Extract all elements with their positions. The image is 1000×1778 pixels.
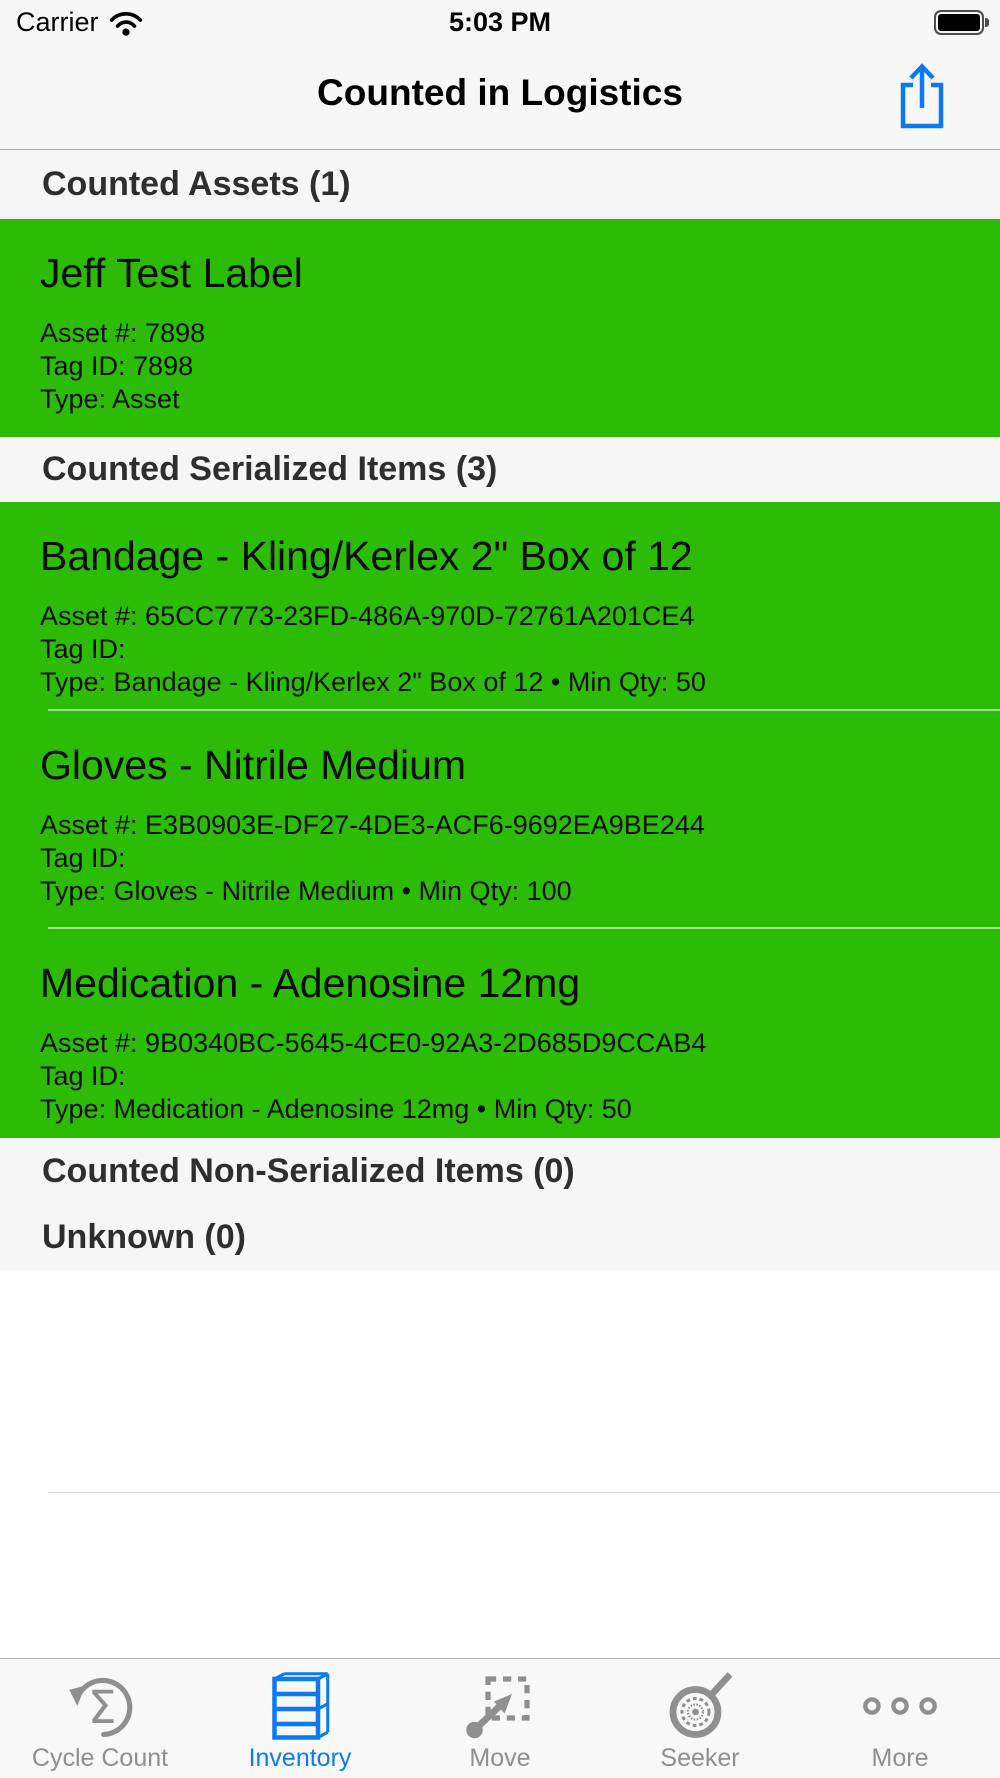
item-title: Jeff Test Label bbox=[40, 250, 303, 296]
tab-cycle-count[interactable]: Σ Cycle Count bbox=[0, 1659, 200, 1778]
tab-label: Cycle Count bbox=[31, 1744, 169, 1772]
top-chrome: Carrier 5:03 PM Counted in Logistics bbox=[0, 0, 1000, 150]
table-row[interactable]: Medication - Adenosine 12mg Asset #: 9B0… bbox=[0, 929, 1000, 1138]
row-separator bbox=[48, 1492, 1000, 1493]
carrier-label: Carrier bbox=[16, 6, 99, 37]
item-title: Gloves - Nitrile Medium bbox=[40, 742, 467, 788]
section-header-counted-serialized: Counted Serialized Items (3) bbox=[0, 437, 1000, 502]
row-separator bbox=[48, 927, 1000, 929]
wifi-icon bbox=[108, 9, 144, 36]
item-tag-id: Tag ID: bbox=[40, 634, 126, 664]
tab-label: Seeker bbox=[660, 1744, 740, 1772]
item-asset-number: Asset #: E3B0903E-DF27-4DE3-ACF6-9692EA9… bbox=[40, 810, 705, 840]
row-separator bbox=[48, 709, 1000, 711]
item-type: Type: Bandage - Kling/Kerlex 2" Box of 1… bbox=[40, 667, 706, 697]
item-type: Type: Asset bbox=[40, 384, 180, 414]
inventory-icon bbox=[264, 1667, 336, 1745]
navigation-bar: Counted in Logistics bbox=[0, 44, 1000, 150]
cycle-count-icon: Σ bbox=[62, 1667, 138, 1745]
status-bar: Carrier 5:03 PM bbox=[0, 0, 1000, 44]
svg-text:Σ: Σ bbox=[88, 1681, 117, 1734]
tab-bar: Σ Cycle Count Inventory bbox=[0, 1658, 1000, 1778]
tab-move[interactable]: Move bbox=[400, 1659, 600, 1778]
tab-inventory[interactable]: Inventory bbox=[200, 1659, 400, 1778]
table-row[interactable]: Jeff Test Label Asset #: 7898 Tag ID: 78… bbox=[0, 219, 1000, 437]
table-row[interactable]: Gloves - Nitrile Medium Asset #: E3B0903… bbox=[0, 711, 1000, 929]
clock: 5:03 PM bbox=[448, 6, 552, 37]
item-tag-id: Tag ID: bbox=[40, 843, 126, 873]
tab-more[interactable]: More bbox=[800, 1659, 1000, 1778]
tab-seeker[interactable]: Seeker bbox=[600, 1659, 800, 1778]
tab-label: Move bbox=[469, 1744, 531, 1772]
item-asset-number: Asset #: 7898 bbox=[40, 318, 206, 348]
item-title: Bandage - Kling/Kerlex 2" Box of 12 bbox=[40, 533, 693, 579]
seeker-icon bbox=[664, 1667, 736, 1745]
page-title: Counted in Logistics bbox=[317, 72, 683, 113]
section-header-unknown: Unknown (0) bbox=[0, 1204, 1000, 1270]
item-type: Type: Medication - Adenosine 12mg • Min … bbox=[40, 1094, 632, 1124]
item-asset-number: Asset #: 65CC7773-23FD-486A-970D-72761A2… bbox=[40, 601, 695, 631]
section-header-counted-non-serialized: Counted Non-Serialized Items (0) bbox=[0, 1138, 1000, 1204]
share-icon bbox=[896, 61, 958, 133]
move-icon bbox=[464, 1667, 536, 1745]
item-title: Medication - Adenosine 12mg bbox=[40, 960, 581, 1006]
table-row[interactable]: Bandage - Kling/Kerlex 2" Box of 12 Asse… bbox=[0, 502, 1000, 711]
share-button[interactable] bbox=[896, 54, 958, 140]
item-tag-id: Tag ID: bbox=[40, 1061, 126, 1091]
tab-label: Inventory bbox=[248, 1744, 352, 1772]
more-icon bbox=[861, 1667, 939, 1745]
item-type: Type: Gloves - Nitrile Medium • Min Qty:… bbox=[40, 876, 572, 906]
item-asset-number: Asset #: 9B0340BC-5645-4CE0-92A3-2D685D9… bbox=[40, 1028, 707, 1058]
section-header-counted-assets: Counted Assets (1) bbox=[0, 150, 1000, 219]
item-tag-id: Tag ID: 7898 bbox=[40, 351, 194, 381]
tab-label: More bbox=[871, 1744, 929, 1772]
empty-table-area bbox=[0, 1270, 1000, 1658]
battery-icon bbox=[934, 9, 989, 35]
